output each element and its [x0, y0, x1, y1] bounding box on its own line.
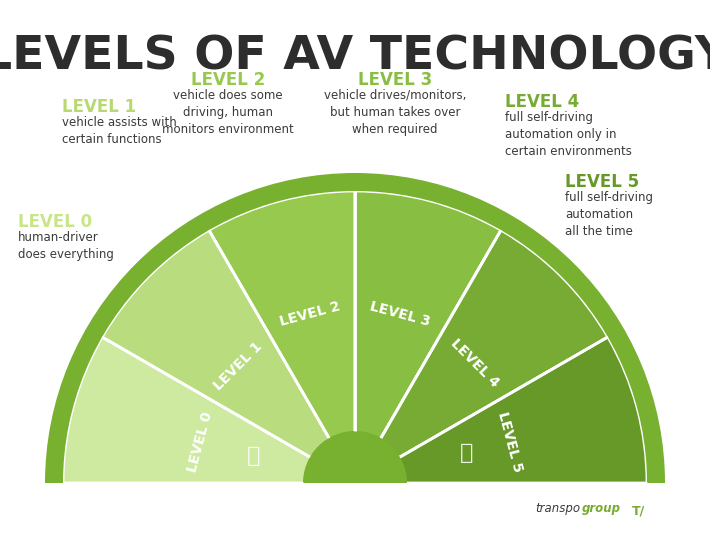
- Text: LEVEL 2: LEVEL 2: [278, 299, 342, 329]
- Wedge shape: [102, 230, 355, 483]
- Text: LEVEL 1: LEVEL 1: [62, 98, 136, 116]
- Text: vehicle assists with
certain functions: vehicle assists with certain functions: [62, 116, 177, 146]
- Text: T/: T/: [631, 504, 645, 517]
- Wedge shape: [303, 431, 407, 483]
- Wedge shape: [209, 191, 355, 483]
- Text: LEVEL 5: LEVEL 5: [495, 410, 525, 473]
- Text: LEVEL 3: LEVEL 3: [368, 299, 432, 329]
- Wedge shape: [45, 173, 665, 483]
- Text: LEVELS OF AV TECHNOLOGY: LEVELS OF AV TECHNOLOGY: [0, 35, 710, 80]
- Wedge shape: [355, 230, 608, 483]
- Text: LEVEL 2: LEVEL 2: [191, 71, 265, 89]
- Text: 🚗: 🚗: [459, 443, 473, 463]
- Text: LEVEL 0: LEVEL 0: [18, 213, 92, 231]
- Text: full self-driving
automation only in
certain environments: full self-driving automation only in cer…: [505, 111, 632, 158]
- Text: LEVEL 1: LEVEL 1: [212, 340, 266, 393]
- Text: LEVEL 4: LEVEL 4: [448, 336, 502, 390]
- Wedge shape: [355, 191, 501, 483]
- Text: vehicle does some
driving, human
monitors environment: vehicle does some driving, human monitor…: [162, 89, 294, 136]
- Text: transpo: transpo: [535, 502, 580, 515]
- Text: LEVEL 4: LEVEL 4: [505, 93, 579, 111]
- Text: vehicle drives/monitors,
but human takes over
when required: vehicle drives/monitors, but human takes…: [324, 89, 466, 136]
- Text: LEVEL 3: LEVEL 3: [358, 71, 432, 89]
- Text: LEVEL 5: LEVEL 5: [565, 173, 639, 191]
- Text: full self-driving
automation
all the time: full self-driving automation all the tim…: [565, 191, 653, 238]
- Text: group: group: [582, 502, 621, 515]
- Text: human-driver
does everything: human-driver does everything: [18, 231, 114, 261]
- Text: ⛹: ⛹: [247, 446, 261, 466]
- Wedge shape: [355, 337, 647, 483]
- Text: LEVEL 0: LEVEL 0: [186, 410, 215, 473]
- Wedge shape: [63, 337, 355, 483]
